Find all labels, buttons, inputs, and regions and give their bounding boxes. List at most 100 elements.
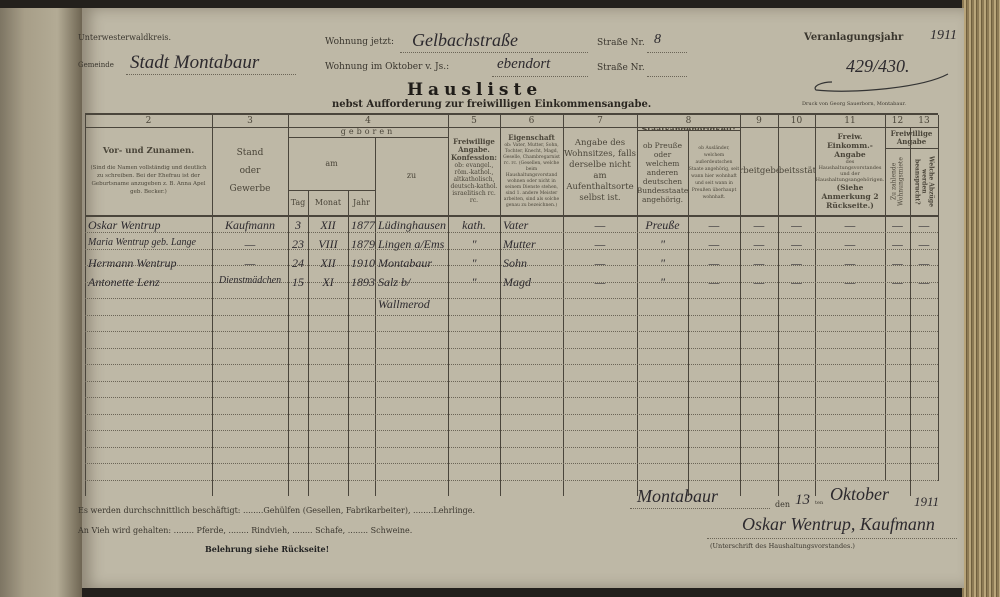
residence-october-value: ebendort (497, 56, 551, 72)
header-rent: Zu zahlende Wohnungsmiete (890, 157, 905, 206)
header-citizenship-a: ob Preuße oder welchem anderen deutschen… (637, 141, 688, 204)
column-number: 13 (918, 116, 930, 126)
names-title: Vor- und Zunamen. (102, 146, 195, 156)
cell-role: Sohn (503, 256, 527, 270)
cell-name: Hermann Wentrup (88, 256, 177, 270)
cell-workplace: — (791, 237, 802, 251)
cell-month: XII (320, 218, 336, 232)
cell-religion: " (471, 275, 477, 289)
residence-october-label: Wohnung im Oktober v. Js.: (325, 62, 450, 72)
cell-religion: " (471, 237, 477, 251)
cell-role: Vater (503, 218, 529, 232)
cell-rent: — (892, 218, 903, 232)
assessment-year-value: 1911 (930, 28, 957, 43)
cell-deduction: — (918, 218, 930, 232)
cell-citizenship: Preuße (645, 218, 680, 232)
row-guide-line (85, 232, 938, 233)
column-number: 9 (756, 116, 762, 126)
cell-place: Salz b/ (378, 275, 411, 289)
cell-income: — (844, 237, 856, 251)
signature-label: (Unterschrift des Haushaltungsvorstandes… (710, 542, 855, 550)
column-number: 7 (597, 116, 603, 126)
column-number: 12 (891, 116, 904, 126)
cell-day: 3 (295, 218, 301, 232)
cell-deduction: — (918, 256, 930, 270)
row-guide-line (85, 430, 938, 431)
income-title: Freiw. Einkomm.-Angabe (827, 132, 873, 159)
cell-workplace: — (791, 218, 802, 232)
header-born-in: zu (406, 171, 417, 180)
cell-year: 1879 (351, 237, 375, 251)
date-den: den (775, 500, 791, 509)
cell-workplace: — (791, 275, 802, 289)
form-subtitle: nebst Aufforderung zur freiwilligen Eink… (332, 99, 652, 110)
header-month: Monat (314, 197, 342, 207)
street-no-value: 8 (654, 32, 661, 47)
row-guide-line (85, 479, 938, 481)
cell-day: 24 (292, 256, 304, 270)
row-guide-line (85, 347, 938, 349)
signature: Oskar Wentrup, Kaufmann (742, 514, 935, 534)
column-number: 10 (790, 116, 803, 126)
row-guide-line (85, 331, 938, 332)
column-number: 4 (365, 116, 371, 126)
header-role: Eigenschaft ob: Vater, Mutter, Sohn, Toch… (500, 127, 563, 215)
column-rule (500, 115, 502, 496)
street-no-label: Straße Nr. (597, 38, 645, 48)
role-note: ob: Vater, Mutter, Sohn, Tochter, Knecht… (503, 143, 560, 208)
cell-citizenship: " (659, 256, 666, 270)
municipality-value: Stadt Montabaur (130, 52, 260, 73)
date-day: 13 (795, 492, 810, 508)
column-rule (815, 115, 817, 496)
cell-month: XII (320, 256, 336, 270)
cell-foreign: — (708, 237, 720, 251)
date-month: Oktober (830, 484, 889, 504)
cell-month: VIII (318, 237, 338, 251)
printer-imprint: Druck von Georg Sauerborn, Montabaur. (802, 101, 906, 107)
cell-year: 1893 (351, 275, 375, 289)
column-number: 11 (844, 116, 856, 126)
cell-rent: — (892, 237, 903, 251)
cell-residence: — (594, 218, 606, 232)
header-names: Vor- und Zunamen. (Sind die Namen vollstä… (85, 127, 212, 215)
column-rule (778, 115, 780, 496)
header-workplace: Arbeitsstätte (778, 166, 815, 176)
column-rule (308, 190, 309, 496)
cell-status: — (244, 256, 256, 270)
cell-income: — (844, 275, 856, 289)
cell-residence: — (594, 275, 606, 289)
column-rule (85, 115, 87, 496)
column-number: 2 (145, 116, 152, 126)
header-deductions: Welche Abzüge werden beansprucht? (913, 156, 935, 207)
date-ten: ten (815, 500, 824, 506)
cell-role: Magd (503, 275, 531, 289)
cell-employer: — (753, 218, 765, 232)
column-rule (938, 115, 940, 481)
table-rule (288, 190, 375, 191)
column-rule (637, 115, 639, 496)
column-rule (348, 190, 349, 496)
cell-religion: " (471, 256, 477, 270)
cell-foreign: — (708, 256, 720, 270)
table-top-rule (85, 113, 938, 115)
residence-now-value: Gelbachstraße (412, 30, 518, 50)
header-income: Freiw. Einkomm.-Angabe des Haushaltungsvo… (815, 127, 885, 215)
cell-residence: — (594, 256, 606, 270)
row-guide-line (85, 446, 938, 448)
column-rule (688, 130, 689, 496)
header-year: Jahr (353, 197, 370, 207)
cell-employer: — (753, 275, 765, 289)
municipality-label: Gemeinde (78, 61, 114, 69)
column-rule (288, 115, 290, 496)
cell-day: 15 (292, 275, 304, 289)
cell-citizenship: " (659, 275, 666, 289)
cell-place: Lingen a/Ems (378, 237, 445, 251)
row-guide-line (85, 248, 938, 250)
header-religion: Freiwillige Angabe. Konfession: ob: evang… (448, 127, 500, 215)
column-number: 8 (685, 116, 692, 126)
header-bottom-rule (85, 215, 938, 217)
row-guide-line (85, 265, 938, 266)
column-number: 6 (528, 116, 535, 126)
header-born: geboren (340, 127, 396, 136)
cell-religion: kath. (462, 218, 486, 232)
